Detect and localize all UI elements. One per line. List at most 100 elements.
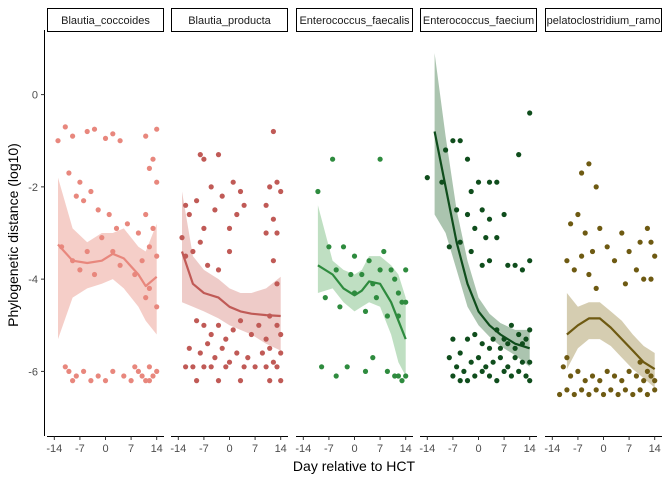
x-tick-label: 0 (102, 443, 108, 455)
data-point (519, 267, 526, 273)
data-point (263, 202, 269, 208)
data-point (392, 373, 398, 379)
data-point (464, 211, 471, 218)
data-point (523, 336, 529, 342)
data-point (146, 378, 152, 384)
data-point (575, 211, 581, 218)
panels-layer: Blautia_coccoides-14 -7 0 7 14Blautia_produc… (46, 8, 662, 455)
data-point (395, 290, 401, 296)
y-tick-label: -6 (28, 366, 38, 378)
data-point (154, 253, 160, 259)
data-point (154, 126, 160, 132)
data-point (330, 156, 336, 162)
data-point (505, 341, 511, 347)
data-point (194, 198, 200, 204)
data-point (424, 175, 430, 181)
data-point (237, 378, 244, 384)
data-point (95, 373, 101, 379)
data-point (589, 373, 596, 379)
data-point (234, 350, 240, 356)
data-point (486, 258, 493, 264)
data-point (377, 156, 383, 162)
data-point (267, 184, 273, 190)
confidence-band (566, 293, 655, 388)
data-point (226, 248, 233, 255)
y-tick-label: 0 (32, 90, 38, 102)
data-point (135, 368, 141, 374)
data-point (208, 184, 214, 190)
facet-panel: Enterococcus_faecium -14 -7 0 7 14 (419, 8, 537, 455)
data-point (62, 364, 68, 370)
x-tick-label: 7 (252, 443, 258, 455)
x-tick-label: 14 (524, 443, 536, 455)
facet-panel: Blautia_producta -14 -7 0 7 14 (170, 8, 288, 455)
x-tick-label: -14 (46, 443, 62, 455)
data-point (505, 262, 511, 268)
data-point (457, 378, 463, 384)
data-point (315, 188, 321, 195)
data-point (359, 271, 365, 278)
x-tick-label: 7 (501, 443, 507, 455)
facet-strip-label: pelatoclostridium_ramo (547, 15, 661, 27)
data-point (81, 368, 87, 374)
data-point (121, 373, 127, 379)
data-point (208, 364, 214, 370)
data-point (197, 152, 203, 158)
facet-panel: pelatoclostridium_ramo -14 -7 0 7 14 (544, 8, 662, 455)
data-point (110, 248, 116, 255)
data-point (611, 373, 618, 379)
data-point (464, 378, 471, 384)
data-point (384, 368, 390, 374)
x-tick-label: 14 (275, 443, 287, 455)
data-point (457, 350, 463, 356)
x-tick-label: 0 (600, 443, 606, 455)
data-point (446, 244, 452, 250)
data-point (494, 179, 500, 185)
data-point (263, 230, 269, 236)
data-point (512, 345, 518, 351)
data-point (648, 239, 654, 245)
facet-strip (545, 8, 662, 32)
data-point (575, 368, 581, 374)
data-point (446, 355, 452, 361)
data-point (644, 368, 651, 374)
data-point (333, 373, 339, 379)
data-point (494, 378, 500, 384)
data-point (600, 391, 607, 398)
facet-panel: Blautia_coccoides -14 -7 0 7 14 (46, 8, 164, 455)
data-point (652, 253, 658, 259)
data-point (274, 322, 280, 328)
data-point (150, 225, 156, 231)
data-point (557, 391, 563, 398)
data-point (395, 373, 401, 379)
data-point (486, 345, 493, 351)
facet-strip (296, 8, 413, 32)
data-point (523, 373, 529, 379)
data-point (486, 373, 493, 379)
data-point (154, 179, 160, 185)
data-point (586, 161, 592, 167)
data-point (362, 368, 369, 374)
data-point (88, 378, 94, 384)
data-point (648, 276, 654, 282)
facet-strip (420, 8, 537, 32)
data-point (110, 131, 116, 137)
data-point (483, 364, 489, 370)
data-point (237, 318, 244, 324)
x-tick-label: -7 (199, 443, 209, 455)
data-point (270, 359, 276, 365)
data-point (143, 378, 149, 384)
data-point (267, 345, 273, 351)
data-point (439, 179, 445, 185)
data-point (637, 387, 643, 393)
data-point (579, 253, 585, 259)
data-point (102, 378, 109, 384)
data-point (457, 239, 463, 245)
data-point (586, 391, 592, 398)
data-point (102, 135, 109, 141)
data-point (443, 147, 449, 153)
x-tick-label: 7 (128, 443, 134, 455)
data-point (150, 373, 156, 379)
data-point (117, 262, 123, 268)
data-point (55, 138, 61, 144)
